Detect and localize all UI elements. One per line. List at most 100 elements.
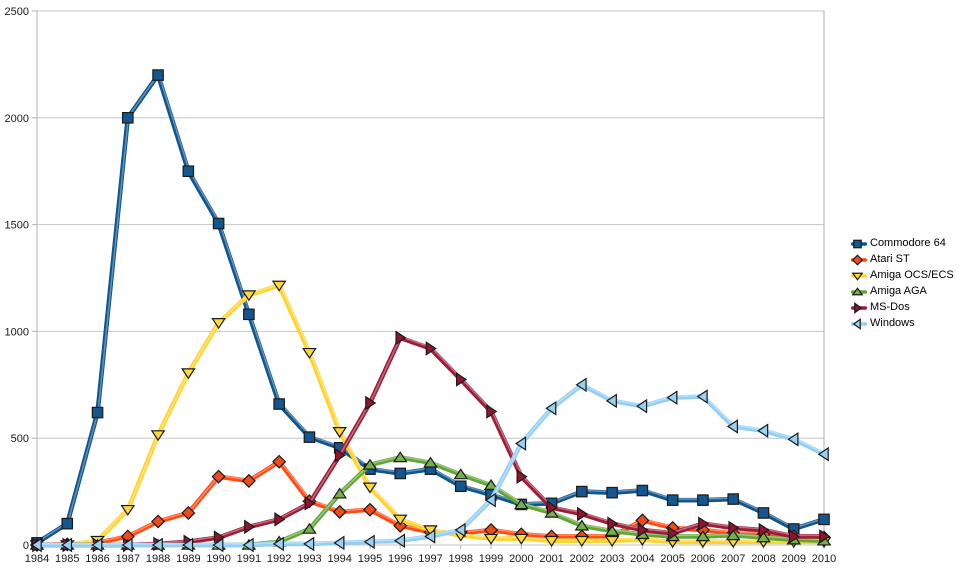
legend-commodore-64-icon (851, 239, 867, 248)
legend-label-amiga-aga: Amiga AGA (870, 285, 927, 297)
x-axis-label: 2008 (751, 553, 775, 565)
series-marker (851, 286, 864, 295)
legend-item-commodore-64: Commodore 64 (851, 237, 954, 250)
series-marker (851, 253, 864, 266)
series-marker (211, 318, 226, 330)
series-marker (182, 537, 194, 553)
series-marker (757, 507, 770, 519)
series-marker (303, 536, 315, 552)
x-axis-label: 1986 (85, 553, 109, 565)
series-marker (852, 317, 861, 330)
series-marker (150, 430, 166, 442)
x-axis-label: 1992 (267, 553, 291, 565)
series-marker (576, 485, 588, 498)
series-marker (392, 451, 408, 463)
series-marker (272, 454, 287, 469)
x-axis-label: 2001 (539, 553, 563, 565)
series-marker (606, 486, 618, 499)
series-marker (332, 504, 347, 519)
series-marker (513, 533, 529, 545)
x-axis-label: 2010 (812, 553, 836, 565)
legend-atari-st-icon (851, 253, 867, 266)
y-axis-label: 1000 (5, 326, 29, 338)
series-marker (151, 537, 163, 553)
series-marker (637, 522, 649, 538)
series-marker (484, 492, 496, 508)
series-marker (516, 469, 528, 484)
series-marker (61, 517, 74, 530)
series-marker (394, 467, 407, 480)
series-marker (604, 524, 620, 536)
series-marker (577, 506, 589, 522)
series-marker (182, 165, 195, 177)
y-axis-label: 1500 (5, 220, 29, 232)
series-marker (636, 484, 649, 497)
x-axis-label: 1994 (327, 553, 351, 565)
series-marker (455, 372, 468, 387)
series-marker (362, 482, 378, 494)
series-marker (636, 398, 648, 414)
legend-item-amiga-ocs-ecs: Amiga OCS/ECS (851, 269, 954, 282)
series-marker (728, 520, 740, 536)
series-marker (851, 272, 864, 281)
series-marker (30, 537, 42, 553)
series-marker (332, 487, 348, 499)
series-marker (362, 458, 378, 470)
series-marker (302, 347, 317, 360)
legend-item-amiga-aga: Amiga AGA (851, 285, 954, 298)
series-marker (546, 500, 558, 515)
legend-windows-icon (851, 317, 867, 330)
y-axis-label: 0 (23, 540, 29, 552)
series-windows (30, 377, 829, 553)
series-marker (697, 494, 709, 506)
series-marker (853, 239, 862, 248)
y-axis-label: 500 (11, 433, 29, 445)
series-markers-ms-dos (32, 330, 831, 553)
series-marker (574, 535, 590, 548)
series-marker (854, 301, 863, 314)
series-marker (393, 533, 406, 549)
x-axis-label: 1985 (55, 553, 79, 565)
series-marker (424, 529, 436, 544)
x-axis-label: 1999 (479, 553, 503, 565)
series-marker (395, 330, 407, 346)
series-marker (122, 111, 134, 124)
series-marker (515, 436, 527, 451)
series-ms-dos (32, 330, 831, 553)
x-axis-label: 2000 (509, 553, 533, 565)
series-marker (817, 446, 829, 462)
series-marker (242, 537, 254, 553)
x-axis-label: 2005 (660, 553, 684, 565)
series-marker (757, 423, 769, 439)
series-markers-commodore-64 (31, 69, 830, 549)
y-axis-label: 2500 (5, 6, 29, 18)
series-marker (607, 516, 619, 531)
series-marker (818, 513, 830, 526)
series-marker (244, 519, 256, 535)
legend-ms-dos-icon (851, 301, 867, 314)
x-axis-label: 1996 (388, 553, 412, 565)
legend-item-atari-st: Atari ST (851, 253, 954, 266)
x-axis-label: 1997 (418, 553, 442, 565)
series-marker (605, 393, 617, 409)
legend-amiga-aga-icon (851, 286, 867, 295)
series-commodore-64 (31, 69, 830, 549)
series-marker (302, 522, 317, 534)
legend-amiga-ocs-ecs-icon (851, 272, 867, 281)
y-axis-label: 2000 (5, 113, 29, 125)
series-marker (241, 290, 257, 302)
x-axis-label: 1998 (449, 553, 473, 565)
series-marker (425, 341, 437, 356)
x-axis-label: 1993 (297, 553, 321, 565)
x-axis-label: 2002 (570, 553, 594, 565)
series-marker (332, 426, 348, 439)
series-marker (273, 398, 285, 410)
series-marker (604, 535, 620, 548)
series-marker (272, 536, 284, 552)
x-axis-label: 1995 (358, 553, 382, 565)
series-marker (212, 217, 225, 230)
series-marker (575, 377, 587, 393)
series-marker (727, 493, 739, 505)
